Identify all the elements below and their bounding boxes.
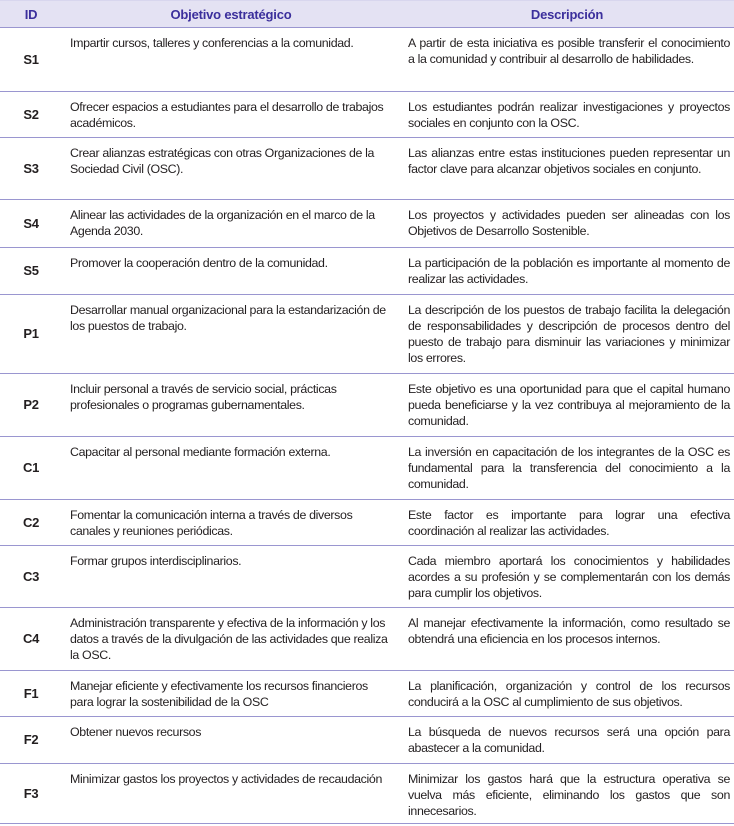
table-row: P2 Incluir personal a través de servicio … <box>0 373 734 437</box>
row-id: C4 <box>0 607 62 671</box>
row-id: C2 <box>0 499 62 546</box>
row-objective: Obtener nuevos recursos <box>62 716 400 764</box>
row-objective: Capacitar al personal mediante formación… <box>62 436 400 500</box>
row-id: S4 <box>0 199 62 248</box>
table-row: F2 Obtener nuevos recursos La búsqueda de … <box>0 716 734 764</box>
row-id: F1 <box>0 670 62 717</box>
header-id: ID <box>0 0 62 28</box>
row-description: Los estudiantes podrán realizar investig… <box>400 91 734 138</box>
row-description: La inversión en capacitación de los inte… <box>400 436 734 500</box>
row-description: Las alianzas entre estas instituciones p… <box>400 137 734 200</box>
row-description: Minimizar los gastos hará que la estruct… <box>400 763 734 824</box>
row-description: Cada miembro aportará los conocimientos … <box>400 545 734 608</box>
row-description: La descripción de los puestos de trabajo… <box>400 294 734 374</box>
row-description: Al manejar efectivamente la información,… <box>400 607 734 671</box>
row-objective: Incluir personal a través de servicio so… <box>62 373 400 437</box>
table-row: S2 Ofrecer espacios a estudiantes para el… <box>0 91 734 138</box>
row-objective: Promover la cooperación dentro de la com… <box>62 247 400 295</box>
row-objective: Minimizar gastos los proyectos y activid… <box>62 763 400 824</box>
table-row: F1 Manejar eficiente y efectivamente los … <box>0 670 734 717</box>
row-description: La participación de la población es impo… <box>400 247 734 295</box>
row-description: La búsqueda de nuevos recursos será una … <box>400 716 734 764</box>
header-description: Descripción <box>400 0 734 28</box>
row-objective: Fomentar la comunicación interna a travé… <box>62 499 400 546</box>
row-id: F3 <box>0 763 62 824</box>
row-objective: Manejar eficiente y efectivamente los re… <box>62 670 400 717</box>
row-description: La planificación, organización y control… <box>400 670 734 717</box>
table-row: S3 Crear alianzas estratégicas con otras … <box>0 137 734 200</box>
table-row: C2 Fomentar la comunicación interna a tra… <box>0 499 734 546</box>
row-id: P1 <box>0 294 62 374</box>
row-id: S5 <box>0 247 62 295</box>
row-id: S3 <box>0 137 62 200</box>
row-description: A partir de esta iniciativa es posible t… <box>400 27 734 92</box>
table-row: S5 Promover la cooperación dentro de la c… <box>0 247 734 295</box>
row-description: Este factor es importante para lograr un… <box>400 499 734 546</box>
row-id: S2 <box>0 91 62 138</box>
table-row: S1 Impartir cursos, talleres y conferenci… <box>0 27 734 92</box>
row-objective: Alinear las actividades de la organizaci… <box>62 199 400 248</box>
row-objective: Formar grupos interdisciplinarios. <box>62 545 400 608</box>
row-id: F2 <box>0 716 62 764</box>
table-row: P1 Desarrollar manual organizacional para… <box>0 294 734 374</box>
row-objective: Impartir cursos, talleres y conferencias… <box>62 27 400 92</box>
row-description: Este objetivo es una oportunidad para qu… <box>400 373 734 437</box>
row-id: S1 <box>0 27 62 92</box>
row-objective: Desarrollar manual organizacional para l… <box>62 294 400 374</box>
row-id: P2 <box>0 373 62 437</box>
table-row: C3 Formar grupos interdisciplinarios. Cada… <box>0 545 734 608</box>
row-objective: Ofrecer espacios a estudiantes para el d… <box>62 91 400 138</box>
table-row: S4 Alinear las actividades de la organiza… <box>0 199 734 248</box>
row-id: C3 <box>0 545 62 608</box>
header-row: ID Objetivo estratégico Descripción <box>0 0 734 28</box>
row-description: Los proyectos y actividades pueden ser a… <box>400 199 734 248</box>
row-objective: Administración transparente y efectiva d… <box>62 607 400 671</box>
row-id: C1 <box>0 436 62 500</box>
header-objective: Objetivo estratégico <box>62 0 400 28</box>
row-objective: Crear alianzas estratégicas con otras Or… <box>62 137 400 200</box>
table-row: C1 Capacitar al personal mediante formaci… <box>0 436 734 500</box>
table-row: C4 Administración transparente y efectiva… <box>0 607 734 671</box>
table-row: F3 Minimizar gastos los proyectos y activ… <box>0 763 734 824</box>
